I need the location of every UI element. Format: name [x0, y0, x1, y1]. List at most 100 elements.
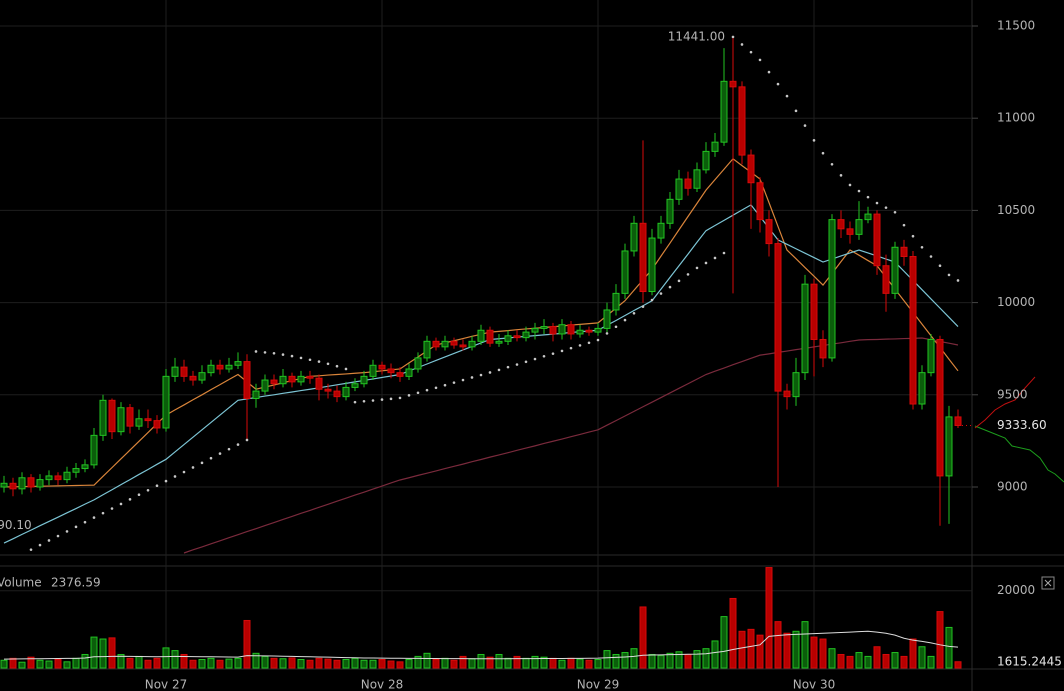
candle-body [153, 420, 161, 429]
volume-bar [360, 659, 368, 669]
volume-bar [72, 657, 80, 669]
volume-bar [549, 657, 557, 669]
sar-dot [308, 358, 312, 362]
volume-bar [18, 661, 26, 669]
sar-dot [191, 466, 195, 469]
candle-body [801, 283, 809, 374]
volume-bar [828, 648, 836, 669]
candle-body [549, 326, 557, 335]
candle-body [873, 213, 881, 267]
volume-bar [333, 659, 341, 669]
depth-line [974, 376, 1036, 429]
volume-bar [270, 657, 278, 669]
candle-body [819, 338, 827, 359]
volume-bar [468, 658, 476, 669]
volume-bar [477, 653, 485, 669]
volume-bar [342, 659, 350, 669]
volume-bar [900, 655, 908, 669]
close-icon[interactable] [1044, 579, 1052, 587]
candle-body [720, 80, 728, 143]
sar-dot [362, 399, 366, 403]
volume-bar [621, 652, 629, 669]
volume-bar [27, 656, 35, 669]
sar-dot [146, 489, 150, 492]
candle-body [405, 368, 413, 377]
sar-dot [281, 353, 285, 356]
candle-body [576, 329, 584, 335]
candle-body [738, 86, 746, 156]
volume-bar [189, 659, 197, 669]
candle-body [0, 482, 8, 488]
sar-dot [92, 516, 96, 519]
close-button[interactable] [1041, 576, 1055, 590]
candle-body [765, 219, 773, 245]
volume-bar [387, 660, 395, 669]
volume-bar [378, 659, 386, 669]
volume-bar [576, 658, 584, 669]
sar-dot [578, 344, 582, 347]
volume-bar [738, 630, 746, 669]
volume-bar [666, 652, 674, 669]
sar-dot [506, 365, 510, 369]
volume-bar [306, 659, 314, 669]
volume-bar [612, 653, 620, 669]
volume-bar [684, 653, 692, 669]
volume-bar [324, 658, 332, 669]
candle-body [72, 468, 80, 473]
candle-body [684, 178, 692, 189]
sar-dot [380, 398, 384, 401]
candle-body [234, 361, 242, 366]
volume-bar [945, 626, 953, 669]
volume-bar [801, 621, 809, 669]
volume-bar [891, 652, 899, 669]
candle-body [909, 255, 917, 405]
candle-body [522, 331, 530, 339]
sar-dot [785, 94, 789, 98]
sar-dot [731, 35, 735, 39]
candle-body [558, 324, 566, 335]
candle-body [9, 482, 17, 490]
candle-body [396, 372, 404, 377]
sar-dot [434, 386, 438, 390]
candle-body [792, 372, 800, 398]
sar-dot [137, 493, 141, 497]
volume-bar [315, 657, 323, 669]
sar-dot [803, 124, 807, 127]
candle-body [135, 418, 143, 427]
sar-dot [164, 479, 168, 483]
sar-dot [254, 350, 258, 353]
sar-dot [425, 388, 429, 392]
candle-body [468, 340, 476, 348]
sar-dot [551, 352, 555, 355]
sar-dot [659, 292, 663, 295]
volume-bar [756, 634, 764, 669]
candle-body [369, 364, 377, 377]
depth-line [974, 425, 1064, 483]
volume-bar [90, 636, 98, 669]
candle-body [567, 324, 575, 335]
candle-body [837, 219, 845, 230]
sar-dot [56, 534, 60, 538]
close-box[interactable] [1041, 576, 1055, 590]
volume-bar [126, 657, 134, 669]
candle-body [774, 243, 782, 392]
candle-body [900, 246, 908, 257]
candle-body [315, 377, 323, 390]
volume-bar [207, 657, 215, 669]
volume-bar [873, 646, 881, 669]
candle-body [279, 375, 287, 385]
volume-bar [144, 659, 152, 669]
sar-dot [272, 352, 276, 355]
sar-dot [128, 498, 132, 501]
sar-dot [119, 502, 123, 506]
sar-dot [245, 438, 249, 442]
candle-body [225, 364, 233, 370]
candle-body [621, 250, 629, 294]
candle-body [747, 154, 755, 184]
candle-body [585, 329, 593, 333]
y-tick-label: 9000 [997, 479, 1028, 493]
volume-bar [522, 657, 530, 669]
sar-dot [875, 201, 879, 205]
candle-body [198, 372, 206, 381]
